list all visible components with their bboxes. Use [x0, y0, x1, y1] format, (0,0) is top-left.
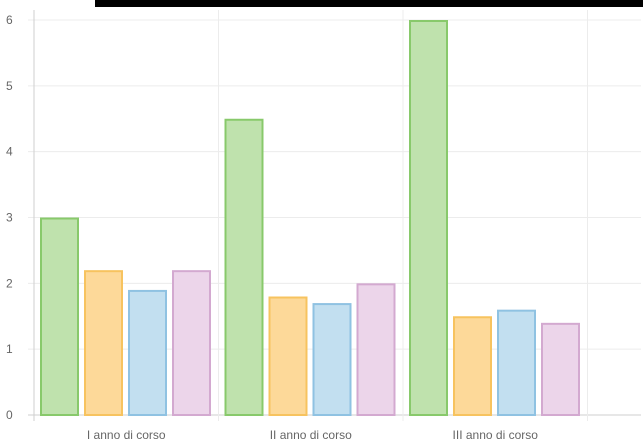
y-tick-label: 1: [6, 342, 13, 356]
bar: [268, 296, 308, 416]
x-tick-label: I anno di corso: [87, 428, 166, 442]
bar: [497, 309, 536, 416]
bar: [172, 270, 211, 416]
x-tick-label: III anno di corso: [453, 428, 539, 442]
bar: [356, 283, 396, 417]
y-tick-label: 5: [6, 79, 13, 93]
bar: [224, 118, 264, 416]
grid-lines: [28, 10, 641, 421]
bar: [128, 289, 167, 416]
y-tick-label: 6: [6, 13, 13, 27]
bars: [40, 20, 580, 417]
y-tick-label: 3: [6, 211, 13, 225]
bar: [409, 20, 448, 416]
y-tick-label: 4: [6, 145, 13, 159]
x-axis: I anno di corso II anno di corso III anno …: [87, 428, 538, 442]
bar: [84, 270, 123, 416]
y-tick-label: 0: [6, 408, 13, 422]
top-black-bar: [95, 0, 643, 7]
y-tick-label: 2: [6, 276, 13, 290]
y-axis: 0 1 2 3 4 5 6: [6, 13, 13, 422]
bar: [312, 303, 352, 417]
bar: [453, 316, 492, 416]
bar: [40, 217, 79, 416]
bar: [541, 322, 580, 417]
x-tick-label: II anno di corso: [270, 428, 352, 442]
